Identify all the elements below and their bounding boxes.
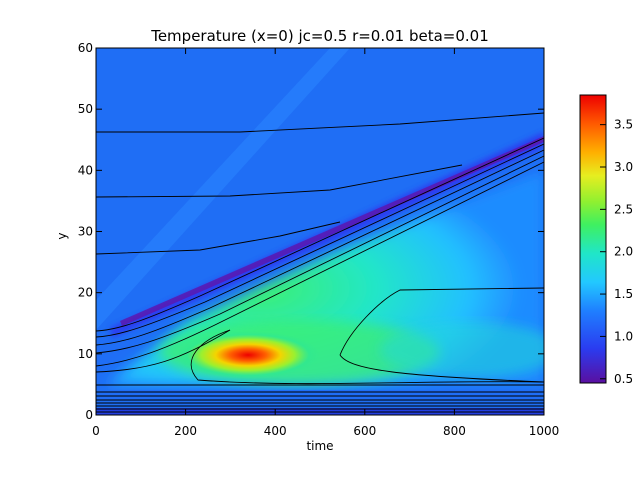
x-tick-label: 1000 xyxy=(529,424,560,438)
plot-area xyxy=(96,48,544,415)
faint-diagonal-band xyxy=(96,48,350,330)
colorbar-tick-label: 2.0 xyxy=(614,245,633,259)
colorbar: 0.5 1.0 1.5 2.0 2.5 3.0 3.5 xyxy=(579,94,633,386)
bottom-boundary-edge xyxy=(96,408,544,415)
x-axis: 0 200 400 600 800 1000 xyxy=(92,48,559,438)
colorbar-gradient xyxy=(579,94,607,384)
y-tick-label: 40 xyxy=(78,163,93,177)
colorbar-ticks: 0.5 1.0 1.5 2.0 2.5 3.0 3.5 xyxy=(600,118,633,386)
chart-title: Temperature (x=0) jc=0.5 r=0.01 beta=0.0… xyxy=(150,27,489,45)
colorbar-tick-label: 1.5 xyxy=(614,287,633,301)
x-tick-label: 0 xyxy=(92,424,100,438)
x-tick-label: 600 xyxy=(353,424,376,438)
colorbar-tick-label: 3.5 xyxy=(614,118,633,132)
y-tick-label: 20 xyxy=(78,286,93,300)
y-axis: 0 10 20 30 40 50 60 xyxy=(78,41,544,422)
hot-spot xyxy=(176,331,320,379)
y-tick-label: 0 xyxy=(85,408,93,422)
y-tick-label: 10 xyxy=(78,347,93,361)
cold-front-core xyxy=(120,136,544,326)
colorbar-tick-label: 3.0 xyxy=(614,160,633,174)
colorbar-tick-label: 1.0 xyxy=(614,329,633,343)
plume-lower xyxy=(380,322,544,378)
colorbar-tick-label: 2.5 xyxy=(614,202,633,216)
y-axis-label: y xyxy=(55,232,69,239)
contour-lines xyxy=(96,112,544,413)
x-tick-label: 400 xyxy=(264,424,287,438)
y-tick-label: 30 xyxy=(78,225,93,239)
x-tick-label: 200 xyxy=(174,424,197,438)
x-axis-label: time xyxy=(306,439,333,453)
colorbar-tick-label: 0.5 xyxy=(614,372,633,386)
y-tick-label: 60 xyxy=(78,41,93,55)
y-tick-label: 50 xyxy=(78,102,93,116)
x-tick-label: 800 xyxy=(443,424,466,438)
